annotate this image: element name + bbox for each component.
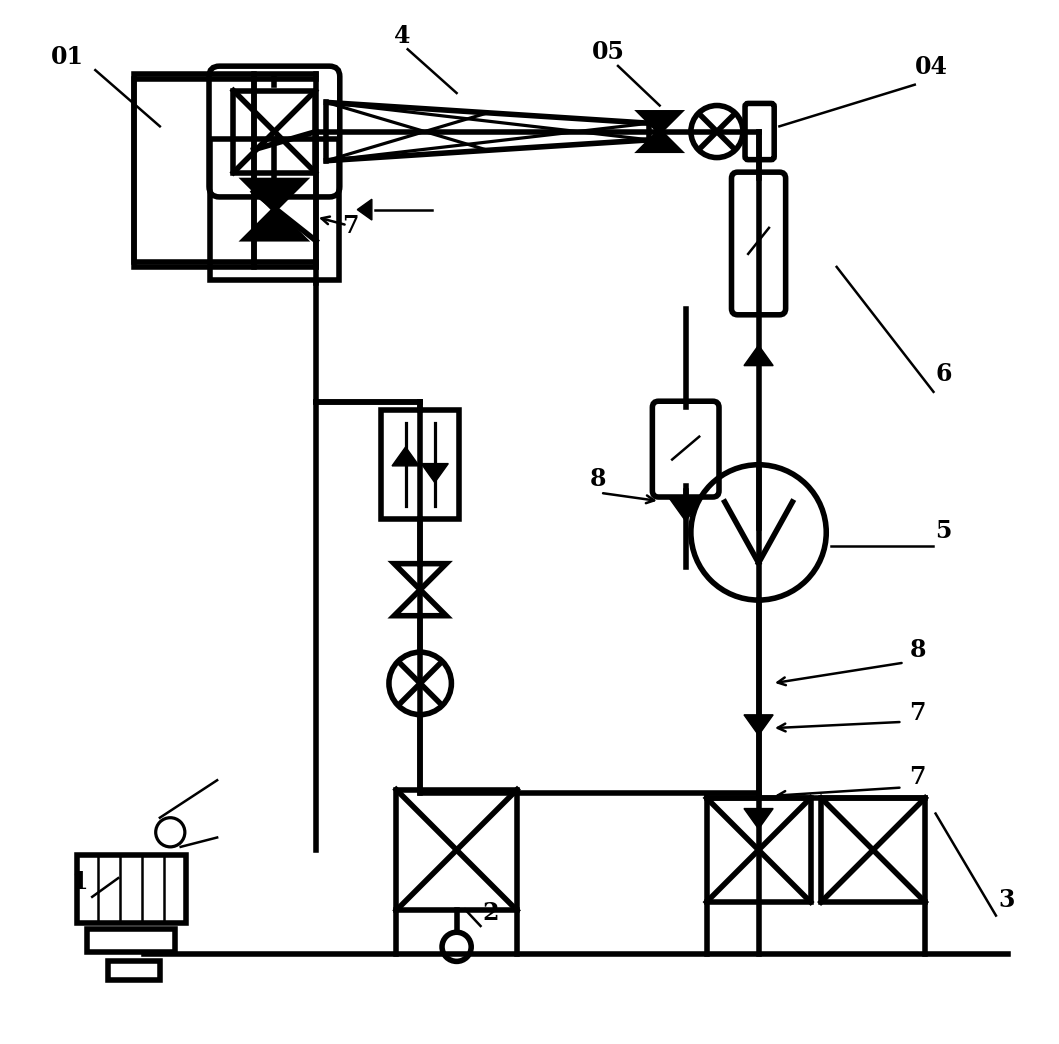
Text: 7: 7: [342, 214, 359, 238]
Text: 4: 4: [394, 24, 411, 48]
Bar: [211, 139, 339, 280]
Text: 8: 8: [590, 467, 607, 491]
Text: 04: 04: [915, 55, 948, 79]
Text: 7: 7: [910, 765, 926, 789]
Text: 5: 5: [935, 519, 952, 543]
Text: 3: 3: [998, 888, 1015, 912]
Polygon shape: [246, 210, 304, 239]
Polygon shape: [357, 199, 372, 220]
Polygon shape: [394, 590, 446, 616]
Text: 7: 7: [910, 701, 926, 725]
Bar: [133, 79, 253, 262]
Bar: [233, 91, 316, 172]
Text: 01: 01: [51, 45, 84, 69]
Bar: [76, 855, 186, 923]
Bar: [396, 789, 517, 910]
Text: 05: 05: [592, 40, 625, 64]
Bar: [706, 798, 810, 902]
Polygon shape: [641, 132, 679, 150]
Polygon shape: [669, 498, 702, 521]
Polygon shape: [641, 113, 679, 132]
Text: 2: 2: [483, 901, 499, 925]
Polygon shape: [246, 181, 304, 210]
Polygon shape: [392, 447, 419, 466]
Text: 8: 8: [910, 638, 926, 662]
Bar: [108, 962, 160, 980]
Polygon shape: [744, 715, 773, 735]
Bar: [133, 74, 253, 267]
Bar: [821, 798, 926, 902]
Text: 6: 6: [935, 362, 952, 386]
Polygon shape: [394, 564, 446, 590]
Bar: [87, 929, 176, 952]
Text: 1: 1: [71, 870, 88, 894]
Bar: [381, 410, 460, 520]
Polygon shape: [744, 808, 773, 829]
Polygon shape: [421, 464, 448, 482]
Polygon shape: [744, 346, 773, 365]
